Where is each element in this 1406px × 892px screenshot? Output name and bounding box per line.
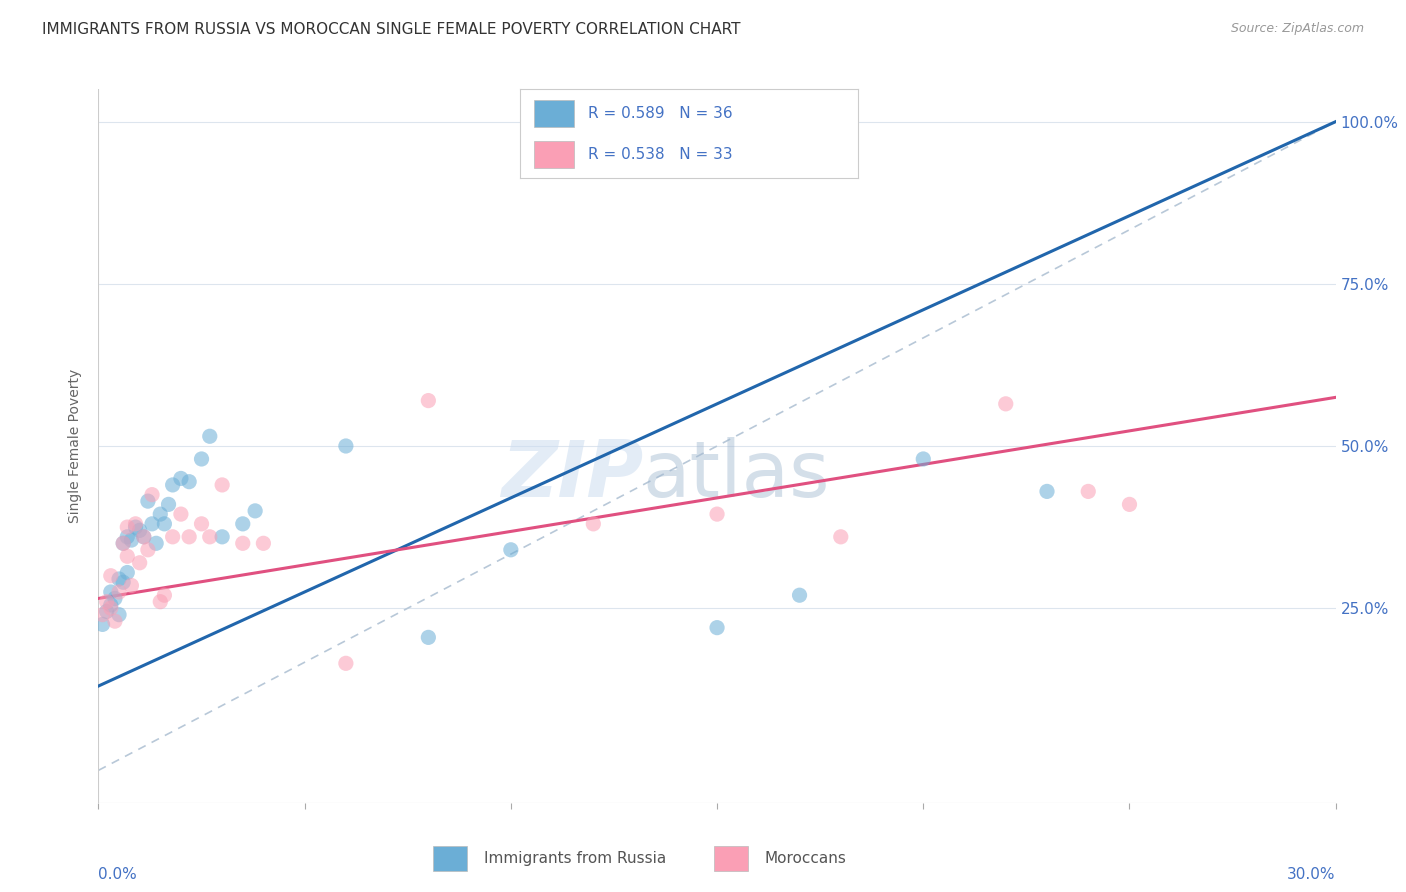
Point [120, 533, 142, 547]
Point [232, 536, 254, 550]
Bar [714, 847, 748, 871]
Y-axis label: Single Female Poverty: Single Female Poverty [69, 369, 83, 523]
Point [112, 536, 135, 550]
Point [104, 591, 127, 606]
Text: Source: ZipAtlas.com: Source: ZipAtlas.com [1230, 22, 1364, 36]
Point [124, 520, 146, 534]
Point [706, 507, 728, 521]
Point [211, 478, 233, 492]
Point [96, 604, 118, 618]
Point [994, 397, 1017, 411]
Point [153, 588, 176, 602]
Point [117, 566, 139, 580]
Point [335, 439, 357, 453]
Point [418, 393, 440, 408]
Point [128, 556, 150, 570]
Point [335, 657, 357, 671]
Point [132, 530, 155, 544]
Text: ZIP: ZIP [501, 436, 643, 513]
Point [100, 568, 122, 582]
Point [232, 516, 254, 531]
Point [157, 497, 180, 511]
Point [117, 520, 139, 534]
Point [170, 471, 193, 485]
Point [830, 530, 852, 544]
Point [136, 494, 159, 508]
Point [141, 516, 163, 531]
Point [162, 478, 184, 492]
Point [499, 542, 522, 557]
Point [108, 585, 131, 599]
Point [582, 516, 605, 531]
Point [789, 588, 811, 602]
Point [117, 549, 139, 564]
Point [153, 516, 176, 531]
Point [170, 507, 193, 521]
Bar [534, 141, 574, 168]
Point [1118, 497, 1140, 511]
Text: R = 0.589   N = 36: R = 0.589 N = 36 [588, 106, 733, 120]
Text: Immigrants from Russia: Immigrants from Russia [484, 851, 666, 866]
Point [100, 585, 122, 599]
Point [124, 516, 146, 531]
Point [91, 617, 114, 632]
Bar [534, 100, 574, 127]
Point [198, 530, 221, 544]
Point [96, 595, 118, 609]
Point [145, 536, 167, 550]
Text: 30.0%: 30.0% [1288, 867, 1336, 882]
Point [120, 578, 142, 592]
Point [108, 572, 131, 586]
Point [179, 530, 201, 544]
Point [149, 507, 172, 521]
Point [136, 542, 159, 557]
Text: 0.0%: 0.0% [98, 867, 138, 882]
Text: Moroccans: Moroccans [765, 851, 846, 866]
Point [128, 524, 150, 538]
Point [179, 475, 201, 489]
Point [1077, 484, 1099, 499]
Point [912, 452, 935, 467]
Point [198, 429, 221, 443]
Point [100, 601, 122, 615]
Point [1036, 484, 1059, 499]
Point [141, 488, 163, 502]
Point [117, 530, 139, 544]
Point [100, 598, 122, 612]
Point [211, 530, 233, 544]
Bar [433, 847, 467, 871]
Point [190, 516, 212, 531]
Point [162, 530, 184, 544]
Point [108, 607, 131, 622]
Point [190, 452, 212, 467]
Point [91, 607, 114, 622]
Text: IMMIGRANTS FROM RUSSIA VS MOROCCAN SINGLE FEMALE POVERTY CORRELATION CHART: IMMIGRANTS FROM RUSSIA VS MOROCCAN SINGL… [42, 22, 741, 37]
Point [132, 530, 155, 544]
Point [252, 536, 274, 550]
Point [112, 536, 135, 550]
Text: R = 0.538   N = 33: R = 0.538 N = 33 [588, 147, 733, 161]
Point [149, 595, 172, 609]
Point [418, 631, 440, 645]
Point [243, 504, 266, 518]
Point [706, 621, 728, 635]
Point [112, 575, 135, 590]
Point [104, 614, 127, 628]
Text: atlas: atlas [643, 436, 831, 513]
